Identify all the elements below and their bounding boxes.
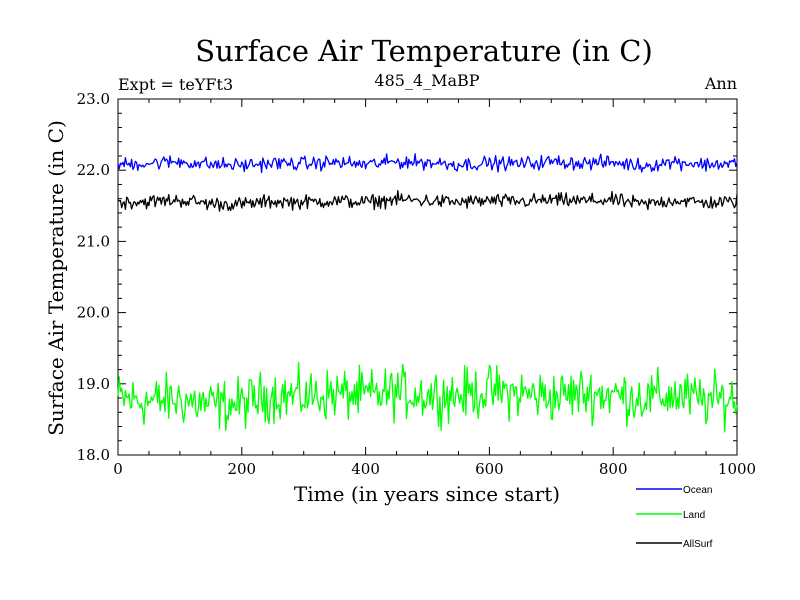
legend: Ocean Land AllSurf	[636, 485, 713, 550]
y-tick-label: 22.0	[77, 161, 110, 179]
experiment-label: Expt = teYFt3	[118, 75, 233, 94]
y-tick-label: 20.0	[77, 304, 110, 322]
series-line-land	[117, 361, 738, 433]
period-label: Ann	[704, 74, 737, 93]
series-line-ocean	[117, 153, 738, 174]
series-line-allsurf	[117, 189, 738, 212]
y-tick-label: 21.0	[77, 232, 110, 250]
legend-label-land: Land	[683, 510, 705, 521]
x-tick-label: 0	[113, 460, 123, 478]
x-axis-title: Time (in years since start)	[294, 482, 560, 506]
y-tick-label: 18.0	[77, 446, 110, 464]
x-tick-label: 800	[599, 460, 628, 478]
y-tick-label: 19.0	[77, 375, 110, 393]
axis-ticks: 0 200 400 600 800 1000 18.0 19.0 20.0 21.0 22.0 23.…	[77, 90, 757, 478]
chart-subtitle: 485_4_MaBP	[374, 71, 479, 90]
y-tick-label: 23.0	[77, 90, 110, 108]
y-axis-title: Surface Air Temperature (in C)	[44, 120, 68, 436]
series-group	[117, 153, 738, 433]
legend-label-allsurf: AllSurf	[683, 539, 713, 550]
plot-frame	[117, 98, 738, 456]
x-tick-label: 400	[351, 460, 380, 478]
x-tick-label: 200	[227, 460, 256, 478]
x-tick-label: 600	[475, 460, 504, 478]
x-tick-label: 1000	[718, 460, 756, 478]
legend-label-ocean: Ocean	[683, 485, 712, 496]
chart-title: Surface Air Temperature (in C)	[195, 34, 653, 68]
